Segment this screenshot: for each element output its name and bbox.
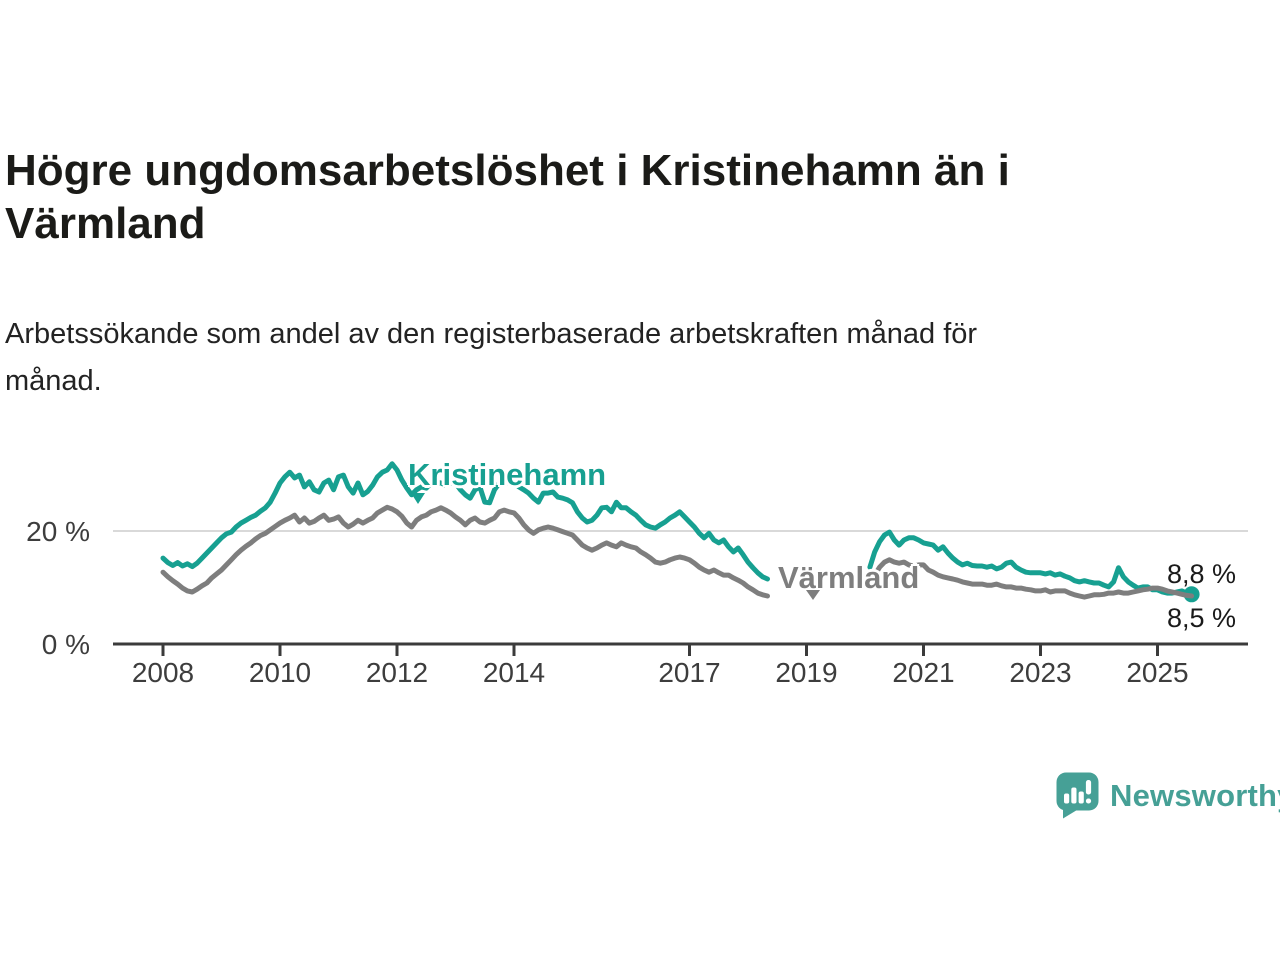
varmland-label-caret-icon: [806, 590, 820, 600]
chart-title-line2: Värmland: [5, 199, 206, 248]
newsworthy-logo-text: Newsworthy: [1110, 777, 1280, 813]
x-tick-label-2017: 2017: [658, 657, 720, 688]
chart-subtitle-line1: Arbetssökande som andel av den registerb…: [5, 318, 978, 350]
series-line-kristinehamn-segment-1: [160, 461, 770, 582]
x-tick-label-2010: 2010: [249, 657, 311, 688]
end-value-label-varmland: 8,5 %: [1167, 603, 1237, 633]
series-line-varmland-segment-2: [867, 557, 1195, 600]
x-tick-label-2025: 2025: [1126, 657, 1188, 688]
chart-title: Högre ungdomsarbetslöshet i Kristinehamn…: [5, 144, 1205, 250]
chart-title-line1: Högre ungdomsarbetslöshet i Kristinehamn…: [5, 146, 1010, 195]
series-label-varmland: Värmland: [778, 560, 920, 595]
newsworthy-logo[interactable]: Newsworthy: [1056, 772, 1280, 819]
x-tick-label-2012: 2012: [366, 657, 428, 688]
x-tick-label-2023: 2023: [1009, 657, 1071, 688]
x-tick-label-2014: 2014: [483, 657, 545, 688]
x-tick-label-2008: 2008: [132, 657, 194, 688]
chart-subtitle-line2: månad.: [5, 365, 102, 397]
kristinehamn-label-caret-icon: [411, 493, 425, 504]
series-line-kristinehamn-segment-2: [867, 529, 1195, 597]
series-label-kristinehamn: Kristinehamn: [408, 457, 607, 492]
end-value-label-kristinehamn: 8,8 %: [1167, 559, 1237, 589]
chart-subtitle: Arbetssökande som andel av den registerb…: [5, 311, 1225, 405]
y-tick-label-20: 20 %: [26, 516, 90, 547]
series-line-varmland-segment-1: [160, 504, 770, 599]
y-tick-label-0: 0 %: [42, 629, 90, 660]
x-tick-label-2019: 2019: [775, 657, 837, 688]
bar-chart-speech-bubble-icon: [1056, 772, 1099, 819]
x-tick-label-2021: 2021: [892, 657, 954, 688]
